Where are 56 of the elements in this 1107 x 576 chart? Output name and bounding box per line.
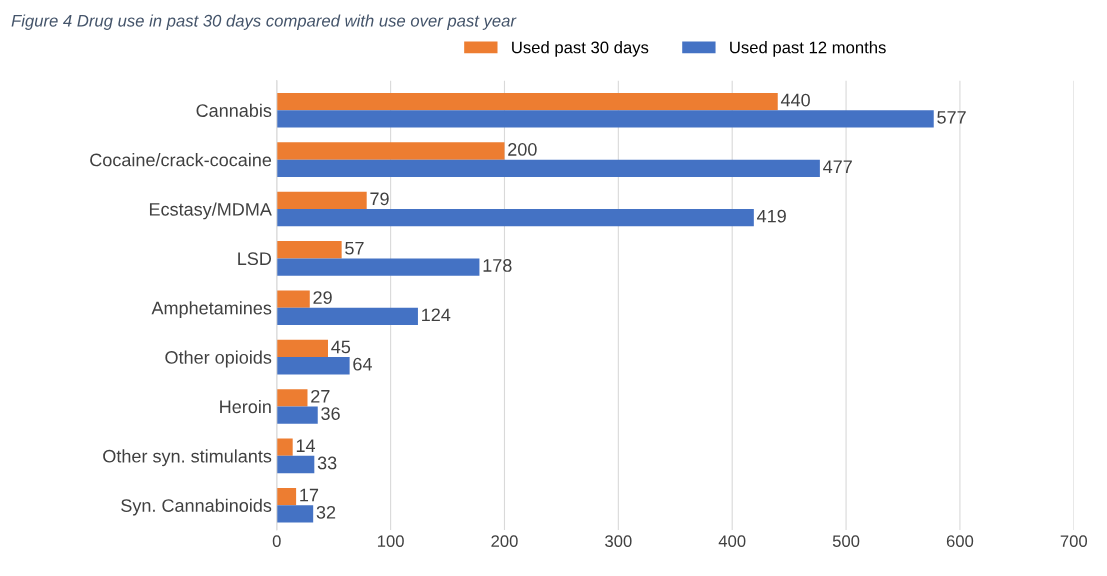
bar bbox=[276, 159, 820, 177]
data-label: 14 bbox=[296, 439, 316, 452]
bar bbox=[276, 455, 315, 474]
data-label: 45 bbox=[331, 340, 351, 354]
bar bbox=[276, 92, 778, 111]
x-tick-label: 100 bbox=[377, 535, 404, 548]
y-tick-label: Cannabis bbox=[196, 103, 272, 117]
y-tick-label: Other opioids bbox=[165, 350, 272, 368]
data-label: 178 bbox=[483, 259, 512, 272]
data-label: 17 bbox=[300, 488, 319, 502]
y-tick-label: Heroin bbox=[220, 399, 271, 414]
bar bbox=[276, 406, 318, 424]
x-tick-label: 500 bbox=[832, 535, 860, 548]
data-label: 32 bbox=[316, 505, 336, 519]
legend-label: Used past 12 months bbox=[730, 41, 886, 57]
y-tick-label: Amphetamines bbox=[151, 301, 272, 319]
x-tick-label: 0 bbox=[272, 535, 281, 548]
y-tick-label: Ecstasy/MDMA bbox=[149, 202, 272, 220]
data-label: 64 bbox=[353, 357, 372, 371]
legend-label: Used past 30 days bbox=[512, 41, 649, 57]
bar bbox=[276, 438, 293, 456]
bar bbox=[276, 258, 480, 276]
data-label: 200 bbox=[508, 143, 537, 156]
x-tick-label: 400 bbox=[718, 535, 746, 548]
bar bbox=[276, 389, 308, 407]
y-tick-label: Cocaine/crack-cocaine bbox=[90, 153, 272, 167]
data-label: 29 bbox=[313, 291, 332, 304]
bar bbox=[276, 191, 367, 210]
data-label: 124 bbox=[422, 308, 451, 322]
x-tick-label: 700 bbox=[1060, 535, 1088, 548]
y-tick-label: Syn. Cannabinoids bbox=[121, 498, 272, 516]
y-tick-label: LSD bbox=[238, 252, 272, 266]
data-label: 33 bbox=[317, 456, 337, 470]
bar bbox=[276, 307, 418, 326]
data-label: 577 bbox=[937, 111, 966, 124]
bar bbox=[276, 142, 505, 160]
x-tick-label: 200 bbox=[491, 535, 518, 548]
chart-title: Figure 4 Drug use in past 30 days compared with use over past year bbox=[11, 14, 517, 30]
data-label: 36 bbox=[321, 407, 340, 420]
data-label: 477 bbox=[823, 160, 852, 173]
bar bbox=[276, 357, 350, 375]
bar bbox=[276, 290, 310, 308]
x-tick-label: 300 bbox=[605, 535, 632, 548]
bar bbox=[276, 209, 754, 227]
y-tick-label: Other syn. stimulants bbox=[103, 449, 272, 467]
data-label: 79 bbox=[370, 192, 389, 206]
data-label: 440 bbox=[780, 93, 810, 107]
bar bbox=[276, 110, 934, 128]
bar bbox=[276, 487, 297, 506]
data-label: 57 bbox=[345, 241, 364, 255]
x-tick-label: 600 bbox=[946, 535, 974, 548]
bar bbox=[276, 339, 328, 358]
bar bbox=[276, 241, 342, 259]
data-label: 419 bbox=[757, 209, 786, 223]
bar bbox=[276, 505, 314, 523]
data-label: 27 bbox=[311, 389, 330, 403]
